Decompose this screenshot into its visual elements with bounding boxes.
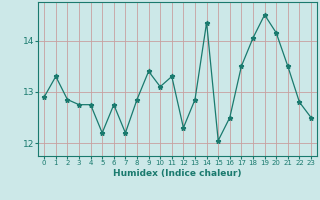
X-axis label: Humidex (Indice chaleur): Humidex (Indice chaleur) — [113, 169, 242, 178]
